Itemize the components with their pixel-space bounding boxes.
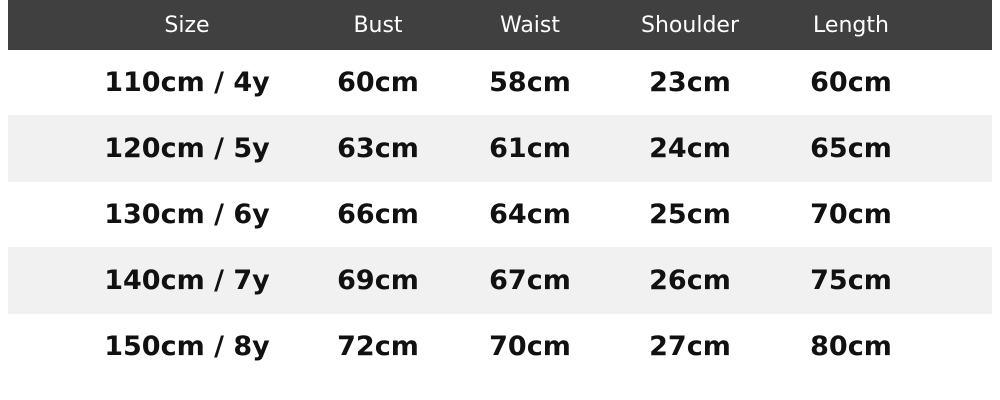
cell-shoulder: 26cm: [649, 265, 731, 296]
cell-length: 75cm: [810, 265, 892, 296]
cell-bust: 72cm: [337, 331, 419, 362]
cell-length: 80cm: [810, 331, 892, 362]
cell-length: 65cm: [810, 133, 892, 164]
cell-bust: 60cm: [337, 67, 419, 98]
cell-bust: 66cm: [337, 199, 419, 230]
cell-shoulder: 27cm: [649, 331, 731, 362]
cell-bust: 63cm: [337, 133, 419, 164]
cell-bust: 69cm: [337, 265, 419, 296]
table-row: 140cm / 7y 69cm 67cm 26cm 75cm: [8, 247, 992, 314]
cell-size: 110cm / 4y: [104, 67, 270, 98]
cell-length: 70cm: [810, 199, 892, 230]
table-header: Size Bust Waist Shoulder Length: [8, 0, 992, 50]
header-waist: Waist: [499, 12, 561, 38]
cell-waist: 61cm: [489, 133, 571, 164]
cell-shoulder: 25cm: [649, 199, 731, 230]
header-size: Size: [164, 12, 210, 38]
header-length: Length: [813, 12, 889, 38]
cell-size: 120cm / 5y: [104, 133, 270, 164]
table-row: 120cm / 5y 63cm 61cm 24cm 65cm: [8, 115, 992, 182]
table-row: 130cm / 6y 66cm 64cm 25cm 70cm: [8, 182, 992, 247]
cell-shoulder: 23cm: [649, 67, 731, 98]
header-shoulder: Shoulder: [641, 12, 739, 38]
cell-waist: 58cm: [489, 67, 571, 98]
cell-size: 130cm / 6y: [104, 199, 270, 230]
cell-size: 150cm / 8y: [104, 331, 270, 362]
table-row: 150cm / 8y 72cm 70cm 27cm 80cm: [8, 314, 992, 379]
cell-waist: 70cm: [489, 331, 571, 362]
size-chart-table: Size Bust Waist Shoulder Length 110cm / …: [8, 0, 992, 379]
cell-waist: 67cm: [489, 265, 571, 296]
cell-length: 60cm: [810, 67, 892, 98]
cell-waist: 64cm: [489, 199, 571, 230]
cell-size: 140cm / 7y: [104, 265, 270, 296]
header-bust: Bust: [353, 12, 403, 38]
table-row: 110cm / 4y 60cm 58cm 23cm 60cm: [8, 50, 992, 115]
cell-shoulder: 24cm: [649, 133, 731, 164]
